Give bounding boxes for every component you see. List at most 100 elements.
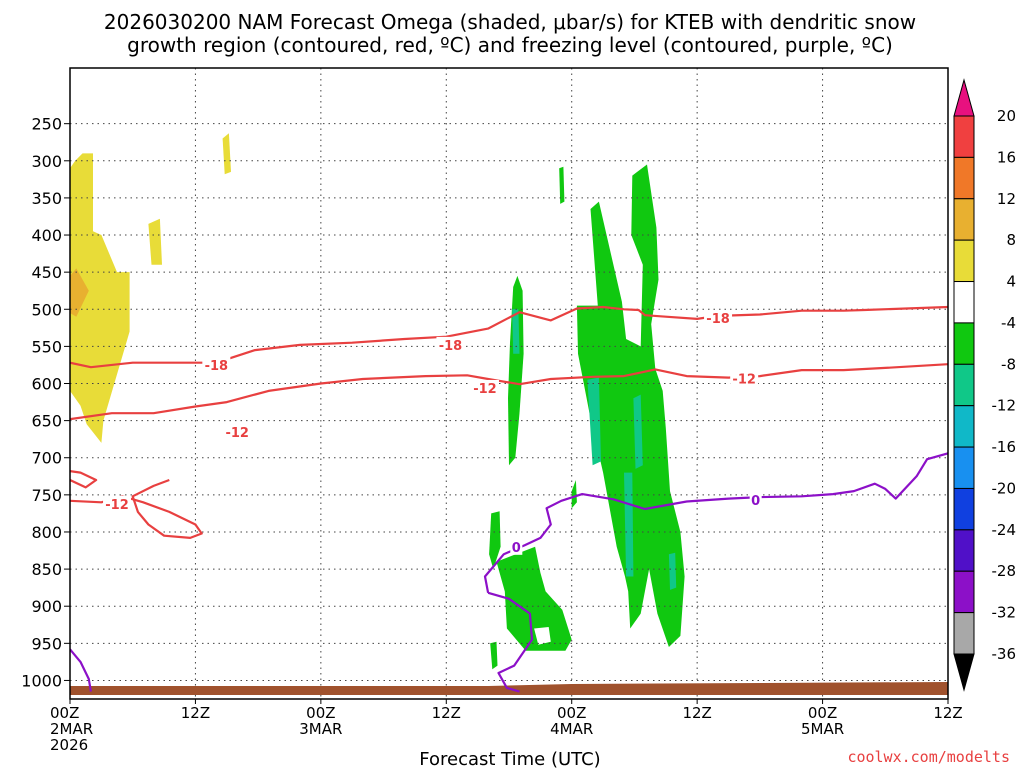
- colorbar-label: -12: [992, 397, 1017, 415]
- omega-shading: [70, 133, 685, 670]
- x-tick-label: 5MAR: [801, 720, 844, 738]
- omega-region-14: [624, 472, 634, 577]
- x-tick-label: 4MAR: [550, 720, 593, 738]
- chart-title-line-2: growth region (contoured, red, ºC) and f…: [127, 33, 893, 57]
- colorbar-swatch: [953, 281, 975, 324]
- contour-layer: -18 -18 -18 -12 -12 -12 -12 0 0: [70, 305, 948, 693]
- x-tick-label: 12Z: [682, 704, 711, 722]
- omega-region-6: [496, 546, 572, 651]
- colorbar-label: -4: [1001, 314, 1016, 332]
- contour-line-0: [70, 305, 948, 369]
- omega-region-15: [512, 309, 520, 354]
- colorbar-label: -28: [992, 562, 1017, 580]
- y-tick-label: 750: [31, 486, 62, 505]
- contour-label: -12: [225, 426, 249, 441]
- y-tick-label: 800: [31, 523, 62, 542]
- x-tick-label: 00Z: [306, 704, 335, 722]
- colorbar-label: -24: [992, 521, 1017, 539]
- colorbar-label: 16: [997, 148, 1016, 166]
- contour-label-bg: [510, 538, 523, 555]
- y-tick-label: 650: [31, 412, 62, 431]
- contour-label: -18: [439, 339, 463, 354]
- colorbar: 20 16 12 8 4 -4 -8 -12 -16 -20 -24 -28 -32 -36: [953, 78, 1017, 692]
- omega-region-11: [576, 164, 685, 647]
- contour-label-bg: [202, 356, 231, 373]
- contour-label-bg: [704, 310, 733, 327]
- colorbar-swatch: [953, 198, 975, 241]
- x-tick-label: 00Z: [808, 704, 837, 722]
- omega-region-8: [490, 641, 498, 670]
- contour-label-bg: [436, 336, 465, 353]
- y-tick-label: 450: [31, 263, 62, 282]
- y-tick-label: 550: [31, 337, 62, 356]
- y-tick-label: 950: [31, 634, 62, 653]
- colorbar-swatch: [953, 239, 975, 283]
- contour-line-2: [70, 470, 98, 489]
- y-axis-ticks: 250 300 350 400 450 500 550 600 650 700 750 800 850 9…: [21, 115, 70, 690]
- contour-label: -18: [706, 312, 730, 327]
- colorbar-swatch: [953, 156, 975, 200]
- colorbar-label: -32: [992, 604, 1017, 622]
- contour-label-bg: [103, 495, 132, 512]
- contour-label-bg: [223, 423, 252, 440]
- colorbar-swatch: [953, 363, 975, 407]
- contour-label-bg: [730, 370, 759, 387]
- omega-region-10: [571, 480, 577, 509]
- colorbar-swatch: [953, 405, 975, 448]
- contour-label: -12: [732, 372, 756, 387]
- omega-region-13: [633, 394, 643, 469]
- x-tick-label: 2026: [50, 736, 88, 754]
- y-tick-label: 600: [31, 375, 62, 394]
- x-axis-label: Forecast Time (UTC): [419, 749, 600, 768]
- contour-label-bg: [470, 379, 499, 396]
- x-tick-label: 2MAR: [50, 720, 93, 738]
- y-tick-label: 900: [31, 597, 62, 616]
- x-tick-label: 00Z: [557, 704, 586, 722]
- contour-label: -12: [473, 382, 497, 397]
- colorbar-swatch: [953, 322, 975, 365]
- colorbar-swatch: [953, 487, 975, 531]
- y-tick-label: 350: [31, 189, 62, 208]
- contour-line-4: [483, 452, 948, 594]
- contour-line-5: [487, 591, 534, 693]
- y-tick-label: 700: [31, 449, 62, 468]
- x-tick-label: 12Z: [933, 704, 962, 722]
- contour-label-bg: [749, 492, 762, 509]
- contour-line-1: [70, 363, 948, 421]
- colorbar-swatch: [953, 570, 975, 614]
- colorbar-swatch: [953, 115, 975, 158]
- colorbar-label: -20: [992, 479, 1017, 497]
- omega-region-4: [508, 275, 524, 466]
- omega-region-7: [534, 627, 551, 645]
- omega-region-1: [70, 268, 89, 317]
- omega-region-3: [222, 133, 231, 175]
- y-tick-label: 1000: [21, 671, 62, 690]
- colorbar-bottom-tip: [953, 653, 975, 692]
- y-tick-label: 250: [31, 115, 62, 134]
- contour-label: -12: [105, 498, 129, 513]
- x-tick-label: 12Z: [432, 704, 461, 722]
- omega-region-9: [559, 166, 565, 204]
- colorbar-label: 12: [997, 190, 1016, 208]
- contour-line-6: [70, 648, 92, 692]
- colorbar-label: 8: [1006, 231, 1016, 249]
- contour-label: -18: [205, 359, 229, 374]
- colorbar-label: -16: [992, 438, 1017, 456]
- colorbar-label: -36: [992, 645, 1017, 663]
- chart-title-line-1: 2026030200 NAM Forecast Omega (shaded, μ…: [104, 10, 916, 34]
- y-tick-label: 500: [31, 300, 62, 319]
- colorbar-top-tip: [953, 78, 975, 117]
- colorbar-swatch: [953, 529, 975, 572]
- x-tick-label: 00Z: [50, 704, 79, 722]
- omega-region-5: [489, 511, 501, 570]
- y-tick-label: 850: [31, 560, 62, 579]
- omega-region-16: [668, 552, 677, 590]
- contour-label: 0: [751, 494, 760, 509]
- colorbar-swatch: [953, 446, 975, 489]
- colorbar-label: 20: [997, 107, 1016, 125]
- omega-region-12: [587, 377, 601, 466]
- x-tick-label: 3MAR: [299, 720, 342, 738]
- credit-text: coolwx.com/modelts: [847, 748, 1010, 766]
